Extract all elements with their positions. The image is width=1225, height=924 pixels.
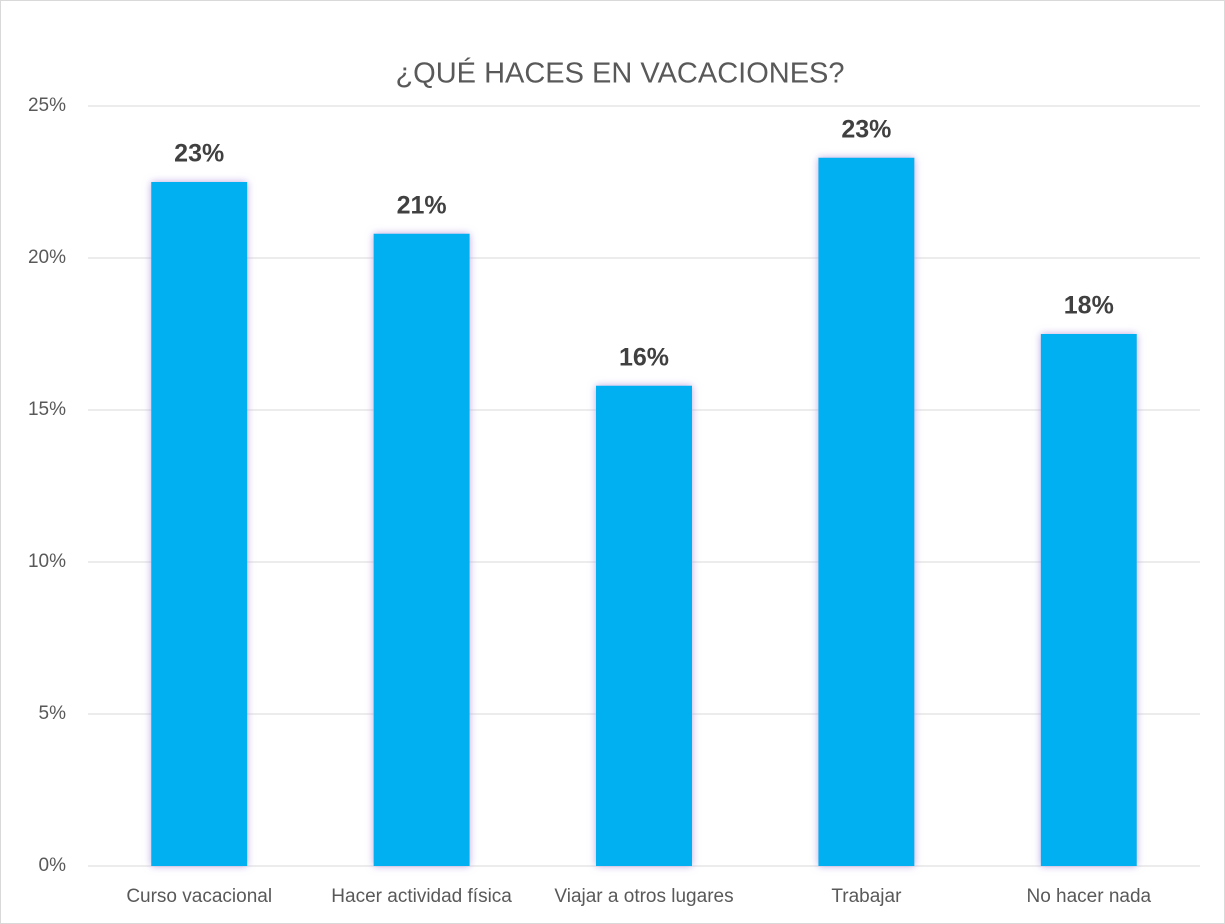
data-label-box [161, 136, 238, 174]
x-tick-label: No hacer nada [1026, 886, 1151, 907]
x-tick-label: Viajar a otros lugares [554, 886, 733, 907]
bar [1040, 334, 1137, 866]
data-label-box [828, 111, 905, 150]
chart-title: ¿QUÉ HACES EN VACACIONES? [395, 57, 844, 90]
x-tick-label: Trabajar [831, 886, 902, 907]
data-label: 21% [397, 191, 447, 219]
bar [596, 385, 692, 866]
data-label-box [606, 339, 682, 378]
y-tick-label: 0% [39, 855, 67, 876]
data-label-box [383, 187, 460, 226]
data-label: 18% [1064, 292, 1114, 320]
data-label: 23% [841, 115, 891, 143]
data-label: 23% [174, 140, 224, 168]
bar [818, 157, 915, 866]
data-label-box [1050, 288, 1127, 326]
x-tick-label: Curso vacacional [126, 886, 272, 907]
bar [373, 233, 470, 866]
y-tick-label: 25% [28, 95, 66, 116]
y-tick-label: 10% [28, 551, 66, 572]
y-tick-label: 15% [28, 399, 66, 420]
data-label: 16% [619, 343, 669, 371]
y-tick-label: 5% [39, 703, 67, 724]
y-tick-label: 20% [28, 247, 66, 268]
bar [151, 182, 248, 866]
x-tick-label: Hacer actividad física [331, 886, 512, 907]
